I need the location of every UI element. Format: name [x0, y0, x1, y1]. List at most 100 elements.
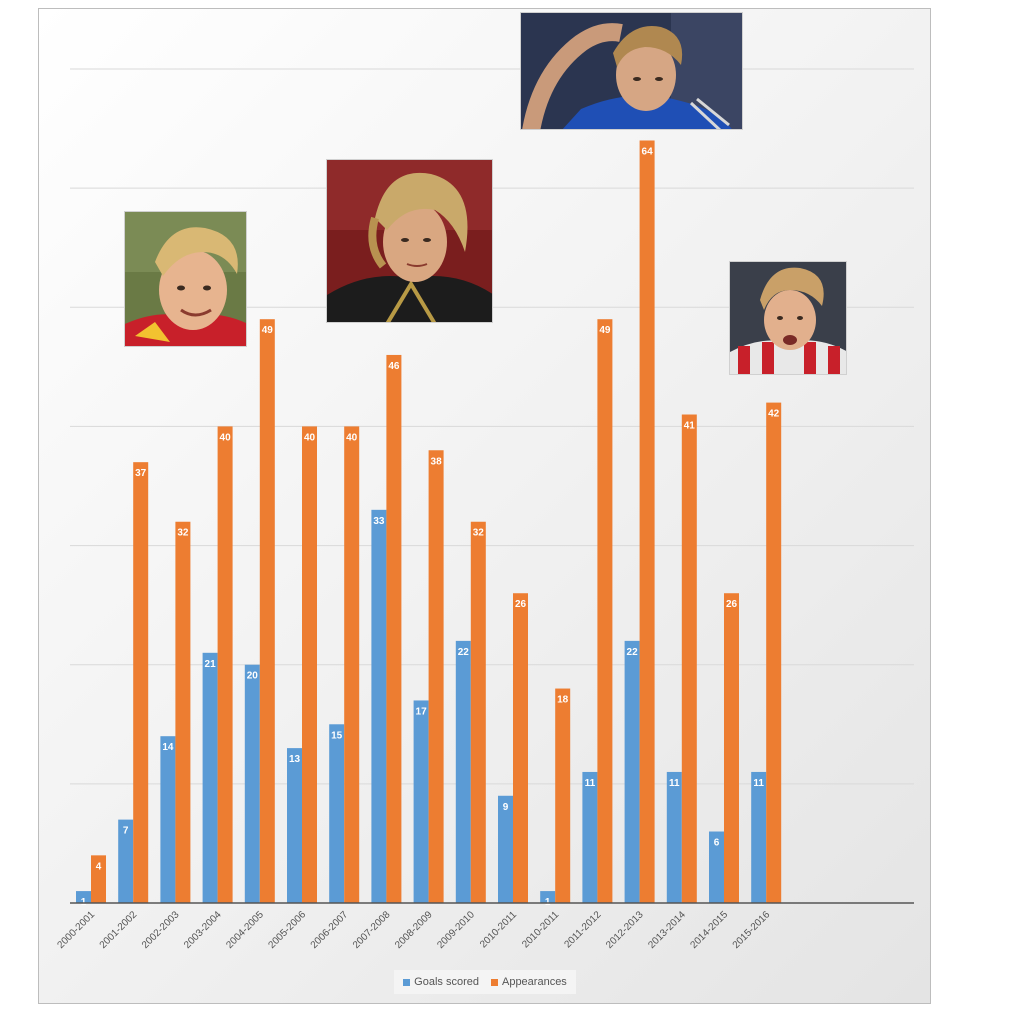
data-label-goals: 14: [162, 742, 174, 753]
bar-goals: [287, 748, 302, 903]
x-tick-label: 2009-2010: [435, 909, 477, 951]
bar-appearances: [302, 426, 317, 903]
bar-appearances: [259, 319, 275, 903]
bar-goals: [455, 640, 471, 903]
bar-goals: [244, 664, 260, 903]
data-label-goals: 13: [289, 754, 301, 765]
bar-goals: [582, 771, 598, 903]
legend-label-goals: Goals scored: [414, 976, 479, 988]
bar-appearances: [766, 402, 782, 903]
data-label-appearances: 41: [684, 421, 696, 432]
bar-goals: [413, 700, 429, 903]
bar-appearances: [386, 354, 402, 903]
data-label-appearances: 4: [96, 861, 102, 872]
x-tick-label: 2015-2016: [731, 909, 773, 951]
x-tick-labels: 2000-2001 2001-2002 2002-2003 2003-2004 2004…: [56, 909, 773, 951]
data-label-appearances: 18: [557, 695, 569, 706]
data-label-appearances: 49: [262, 325, 274, 336]
bar-goals: [160, 736, 176, 903]
bar-appearances: [428, 450, 444, 903]
data-label-goals: 33: [373, 516, 385, 527]
x-tick-label: 2005-2006: [267, 909, 309, 951]
data-label-goals: 21: [205, 659, 217, 670]
bar-goals: [371, 509, 387, 903]
x-tick-label: 2008-2009: [393, 909, 435, 951]
data-label-appearances: 46: [388, 361, 400, 372]
data-label-appearances: 64: [642, 146, 654, 157]
legend-label-appearances: Appearances: [501, 976, 567, 988]
data-label-appearances: 40: [304, 432, 316, 443]
x-tick-label: 2001-2002: [98, 909, 140, 951]
data-label-appearances: 26: [515, 599, 527, 610]
x-tick-label: 2011-2012: [562, 909, 603, 950]
data-label-appearances: 37: [135, 468, 147, 479]
data-label-goals: 22: [458, 647, 470, 658]
legend-item-goals: Goals scored: [403, 976, 479, 988]
legend-swatch-appearances: [490, 978, 498, 986]
data-label-appearances: 49: [599, 325, 611, 336]
x-tick-label: 2007-2008: [351, 909, 393, 951]
bar-appearances: [513, 593, 528, 903]
data-label-appearances: 40: [220, 432, 232, 443]
data-label-goals: 22: [627, 647, 639, 658]
player-portrait-icon: [125, 212, 246, 346]
data-label-goals: 9: [503, 802, 509, 813]
data-labels: 1473714322140204913401540334617382232926…: [81, 146, 780, 908]
data-label-appearances: 38: [431, 456, 443, 467]
bar-appearances: [555, 688, 571, 903]
bar-goals: [76, 891, 91, 903]
bar-appearances: [133, 462, 149, 903]
bar-appearances: [217, 426, 233, 903]
data-label-appearances: 42: [768, 409, 780, 420]
bar-goals: [202, 652, 218, 903]
bar-appearances: [681, 414, 697, 903]
data-label-goals: 11: [669, 778, 680, 789]
bar-appearances: [724, 593, 739, 903]
bar-appearances: [91, 855, 106, 903]
bar-appearances: [597, 319, 613, 903]
x-tick-label: 2010-2011: [478, 909, 519, 950]
data-label-appearances: 32: [473, 528, 485, 539]
player-portrait-icon: [730, 262, 846, 374]
legend: Goals scored Appearances: [394, 970, 576, 994]
x-tick-label: 2003-2004: [182, 909, 224, 951]
bar-goals: [751, 771, 767, 903]
bar-appearances: [175, 521, 191, 903]
player-portrait-icon: [521, 13, 742, 129]
photo-black-jersey: [326, 159, 493, 323]
data-label-appearances: 40: [346, 432, 358, 443]
x-tick-label: 2013-2014: [646, 909, 688, 951]
player-portrait-icon: [327, 160, 492, 322]
bar-goals: [329, 724, 345, 903]
bar-appearances: [470, 521, 486, 903]
bar-goals: [498, 795, 513, 903]
data-label-goals: 17: [416, 706, 428, 717]
x-tick-label: 2006-2007: [309, 909, 351, 951]
bar-goals: [666, 771, 682, 903]
photo-striped-jersey: [729, 261, 847, 375]
data-label-appearances: 26: [726, 599, 738, 610]
bar-goals: [709, 831, 724, 903]
bars: [76, 140, 782, 903]
data-label-goals: 20: [247, 671, 259, 682]
x-tick-label: 2010-2011: [520, 909, 561, 950]
bar-appearances: [639, 140, 655, 903]
bar-goals: [624, 640, 640, 903]
photo-red-jersey: [124, 211, 247, 347]
legend-item-appearances: Appearances: [490, 976, 567, 988]
bar-goals: [540, 891, 556, 903]
bar-goals: [118, 819, 134, 903]
x-tick-label: 2014-2015: [689, 909, 731, 951]
data-label-goals: 6: [714, 838, 720, 849]
data-label-goals: 11: [585, 778, 596, 789]
bar-appearances: [344, 426, 360, 903]
data-label-goals: 7: [123, 826, 129, 837]
x-tick-label: 2004-2005: [224, 909, 266, 951]
data-label-goals: 15: [331, 730, 343, 741]
data-label-appearances: 32: [177, 528, 189, 539]
data-label-goals: 11: [753, 778, 764, 789]
photo-blue-jersey: [520, 12, 743, 130]
x-tick-label: 2012-2013: [604, 909, 646, 951]
x-tick-label: 2002-2003: [140, 909, 182, 951]
